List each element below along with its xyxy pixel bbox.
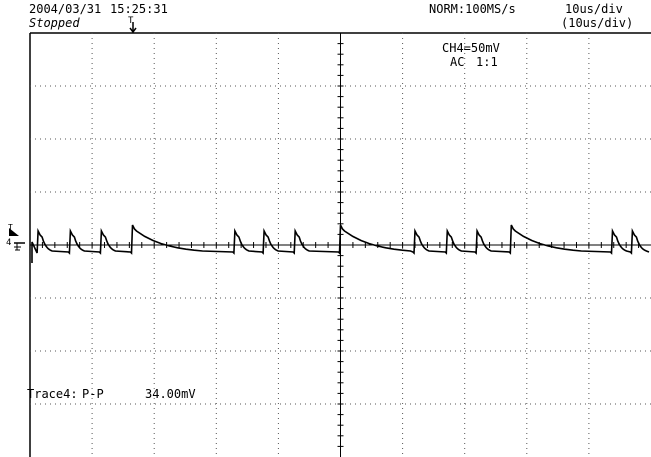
ground-symbol-icon: [14, 242, 25, 251]
measurement-value: 34.00mV: [145, 387, 196, 401]
graticule: [29, 32, 651, 457]
trigger-position-marker: T: [128, 14, 133, 28]
time-label: 15:25:31: [110, 2, 168, 16]
channel-coupling: AC: [450, 55, 465, 69]
measurement-type: P-P: [82, 387, 104, 401]
channel-scale: CH4=50mV: [442, 41, 500, 55]
trigger-level-letter: T: [8, 223, 13, 232]
date-label: 2004/03/31: [29, 2, 102, 16]
channel-probe-ratio: 1:1: [476, 55, 498, 69]
timebase-label: 10us/div: [565, 2, 623, 16]
measurement-trace-label: Trace4:: [27, 387, 78, 401]
timebase-secondary-label: (10us/div): [561, 16, 634, 30]
waveform-trace: [31, 224, 650, 263]
trigger-position-arrow-icon: [129, 22, 137, 34]
acquisition-state: Stopped: [29, 16, 80, 30]
channel-ground-number: 4: [6, 238, 12, 248]
trigger-position-letter: T: [128, 16, 134, 26]
acquisition-mode: NORM:100MS/s: [429, 2, 516, 16]
trigger-level-icon: [9, 228, 19, 236]
